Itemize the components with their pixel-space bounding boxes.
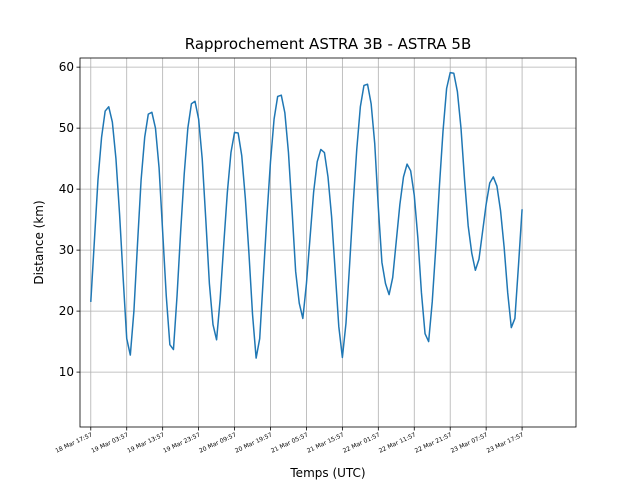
- y-axis-label: Distance (km): [32, 200, 46, 284]
- y-tick-label: 10: [59, 365, 74, 379]
- x-gridlines: [90, 58, 523, 427]
- y-tick-label: 40: [59, 182, 74, 196]
- series-line-distance: [90, 71, 523, 359]
- plot-frame: [79, 57, 577, 428]
- x-tick-label: 23 Mar 17:57: [486, 431, 525, 454]
- x-tick-label: 20 Mar 19:57: [234, 431, 273, 454]
- x-tick-label: 21 Mar 05:57: [270, 431, 309, 454]
- y-gridlines: [80, 66, 576, 373]
- x-tick-label: 22 Mar 21:57: [414, 431, 453, 454]
- y-tick-label: 30: [59, 243, 74, 257]
- x-tick-label: 22 Mar 11:57: [378, 431, 417, 454]
- x-tick-label: 21 Mar 15:57: [306, 431, 345, 454]
- y-tick-label: 50: [59, 121, 74, 135]
- x-tick-label: 19 Mar 23:57: [162, 431, 201, 454]
- x-tick-label: 19 Mar 13:57: [126, 431, 165, 454]
- x-tick-label: 18 Mar 17:57: [54, 431, 93, 454]
- y-tick-label: 60: [59, 60, 74, 74]
- x-tick-label: 23 Mar 07:57: [450, 431, 489, 454]
- x-tick-label: 22 Mar 01:57: [342, 431, 381, 454]
- chart-title: Rapprochement ASTRA 3B - ASTRA 5B: [185, 35, 472, 53]
- x-tick-label: 20 Mar 09:57: [198, 431, 237, 454]
- y-tick-label: 20: [59, 304, 74, 318]
- y-ticks: 10 20 30 40 50 60: [59, 60, 80, 379]
- x-axis-label: Temps (UTC): [289, 466, 365, 480]
- x-tick-label: 19 Mar 03:57: [90, 431, 129, 454]
